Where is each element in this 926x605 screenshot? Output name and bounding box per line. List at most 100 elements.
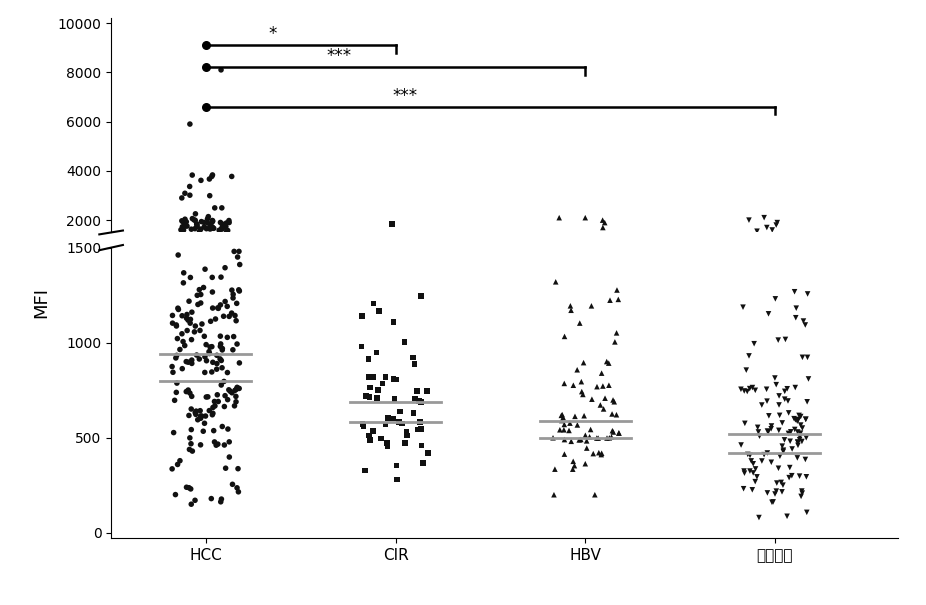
Point (800, 353, 815, 362)
Point (774, 477, 789, 487)
Point (215, 345, 230, 355)
Point (194, 411, 208, 421)
Point (381, 413, 395, 423)
Point (206, 216, 220, 226)
Point (768, 489, 782, 499)
Point (198, 62, 213, 72)
Point (744, 456, 758, 466)
Point (733, 384, 748, 394)
Point (227, 247, 242, 257)
Point (225, 480, 240, 489)
Point (576, 358, 591, 367)
Point (737, 419, 752, 428)
Point (228, 385, 243, 395)
Point (215, 223, 230, 233)
Point (189, 407, 204, 416)
Point (230, 298, 244, 308)
Point (799, 508, 814, 517)
Point (419, 386, 434, 396)
Point (225, 345, 240, 355)
Point (194, 440, 208, 450)
Point (188, 209, 203, 218)
Point (774, 487, 789, 497)
Point (770, 218, 784, 227)
Point (172, 345, 187, 355)
Point (771, 463, 786, 473)
Point (414, 424, 429, 434)
Point (192, 227, 206, 237)
Point (208, 440, 223, 450)
Point (782, 436, 797, 446)
Point (790, 416, 805, 426)
Point (745, 383, 760, 393)
Point (202, 224, 217, 234)
Point (563, 301, 578, 311)
Point (194, 319, 209, 329)
Point (798, 320, 813, 330)
Point (202, 406, 217, 416)
Point (566, 456, 581, 466)
Point (183, 273, 198, 283)
Point (755, 400, 770, 410)
Point (232, 286, 246, 296)
Point (211, 397, 226, 407)
Point (578, 430, 593, 440)
Point (206, 408, 220, 418)
Point (555, 416, 569, 425)
Point (207, 437, 222, 446)
Point (196, 218, 211, 227)
Point (793, 428, 807, 438)
Point (759, 396, 774, 406)
Point (798, 414, 813, 424)
Point (561, 426, 576, 436)
Point (200, 218, 215, 228)
Point (166, 367, 181, 377)
Point (578, 213, 593, 223)
Point (776, 445, 791, 455)
Point (370, 385, 385, 395)
Point (213, 497, 228, 506)
Point (737, 468, 752, 478)
Point (599, 357, 614, 367)
Point (759, 223, 774, 232)
Point (215, 219, 230, 229)
Point (777, 387, 792, 396)
Point (597, 393, 612, 403)
Point (172, 456, 187, 465)
Point (204, 494, 219, 503)
Point (175, 311, 190, 321)
Point (175, 364, 190, 373)
Point (604, 432, 619, 442)
Point (783, 427, 798, 437)
Point (363, 383, 378, 393)
Point (749, 472, 764, 482)
Point (194, 411, 209, 421)
Point (219, 301, 234, 311)
Point (751, 427, 766, 437)
Point (798, 454, 813, 464)
Point (202, 174, 217, 184)
Point (780, 511, 795, 521)
Point (791, 414, 806, 424)
Point (587, 490, 602, 500)
Point (229, 391, 244, 401)
Point (366, 372, 381, 382)
Point (218, 391, 232, 401)
Point (176, 268, 191, 278)
Point (769, 220, 783, 230)
Point (380, 438, 394, 448)
Point (203, 316, 218, 326)
Point (217, 440, 232, 450)
Point (591, 433, 606, 443)
Point (761, 411, 776, 420)
Point (381, 441, 395, 451)
Point (611, 428, 626, 438)
Point (782, 463, 797, 473)
Point (215, 224, 230, 234)
Point (788, 415, 803, 425)
Point (198, 411, 213, 421)
Point (207, 203, 222, 213)
Point (182, 191, 197, 200)
Point (194, 217, 208, 226)
Point (192, 354, 206, 364)
